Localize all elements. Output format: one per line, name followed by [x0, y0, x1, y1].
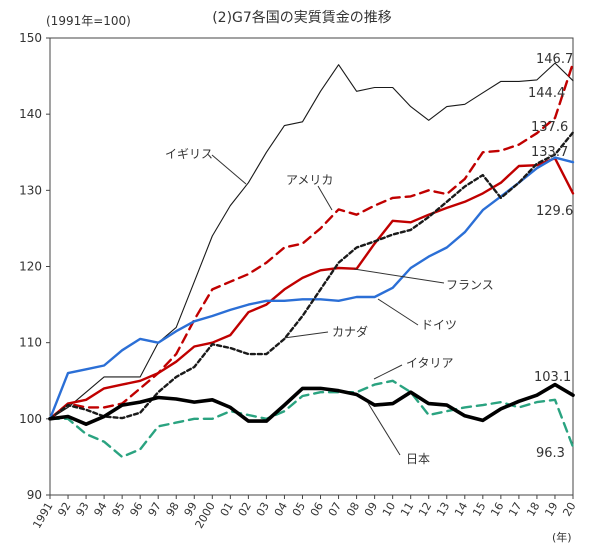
x-tick-label: 02 — [236, 500, 254, 519]
series-line-0 — [49, 62, 574, 420]
annotation-italy-2020: 96.3 — [536, 446, 565, 461]
series-line-4 — [48, 131, 575, 420]
x-tick-label: 04 — [272, 500, 290, 519]
callout-usa-label: アメリカ — [286, 173, 333, 187]
callout-canada-label: カナダ — [332, 324, 368, 339]
series-line-5 — [48, 379, 575, 459]
x-tick-label: 95 — [109, 500, 127, 519]
x-tick-label: 07 — [326, 500, 344, 519]
y-tick-label: 90 — [27, 488, 42, 502]
annotation-uk-2019: 146.7 — [536, 52, 573, 67]
annotation-germany-2020: 133.7 — [531, 145, 568, 160]
annotation-canada-2020: 137.6 — [531, 120, 568, 135]
callout-japan-label: 日本 — [406, 452, 430, 466]
x-tick-label: 13 — [434, 500, 452, 519]
callout-germany-leader — [377, 298, 419, 326]
callout-france-leader — [353, 268, 445, 284]
y-axis-label: (1991年=100) — [46, 14, 131, 28]
chart-title: (2)G7各国の実質賃金の推移 — [212, 10, 392, 26]
x-tick-label: 1991 — [30, 500, 55, 531]
x-tick-label: 98 — [164, 500, 182, 519]
annotation-france-2020: 129.6 — [536, 204, 573, 219]
callout-uk-label: イギリス — [165, 147, 213, 161]
x-tick-label: 03 — [254, 500, 272, 519]
callout-germany-label: ドイツ — [421, 318, 457, 332]
x-tick-label: 10 — [380, 500, 398, 519]
annotations: 146.7 144.4 137.6 133.7 129.6 103.1 96.3 — [528, 52, 573, 461]
annotation-japan-2020: 103.1 — [534, 370, 571, 385]
x-tick-label: 16 — [488, 500, 506, 519]
x-tick-label: 17 — [506, 500, 524, 519]
callout-italy-label: イタリア — [406, 356, 454, 370]
x-tick-label: 12 — [416, 500, 434, 519]
y-axis-ticks: 90 100 110 120 130 140 150 — [19, 31, 50, 502]
callout-italy-leader — [373, 364, 403, 380]
x-tick-label: 11 — [398, 500, 416, 519]
x-tick-label: 19 — [542, 500, 560, 519]
x-tick-label: 99 — [182, 500, 200, 519]
x-tick-label: 92 — [55, 500, 73, 519]
x-tick-label: 09 — [362, 500, 380, 519]
callout-uk-leader — [211, 154, 247, 185]
callout-canada-leader — [283, 331, 329, 339]
series-line-2 — [48, 157, 575, 420]
x-axis-unit-label: (年) — [552, 530, 572, 544]
x-tick-label: 15 — [470, 500, 488, 519]
y-tick-label: 120 — [19, 260, 42, 274]
y-tick-label: 100 — [19, 412, 42, 426]
x-tick-label: 06 — [308, 500, 326, 519]
y-tick-label: 130 — [19, 183, 42, 197]
callout-france-label: フランス — [446, 278, 494, 292]
callout-japan-leader — [367, 402, 401, 456]
series-lines — [48, 61, 575, 459]
annotation-uk-2020: 144.4 — [528, 86, 565, 101]
series-line-6 — [48, 382, 575, 427]
series-line-3 — [48, 156, 575, 420]
x-tick-label: 18 — [524, 500, 542, 519]
series-line-1 — [48, 61, 575, 420]
x-tick-label: 97 — [146, 500, 164, 519]
x-tick-label: 20 — [560, 500, 578, 519]
x-tick-label: 01 — [218, 500, 236, 519]
y-tick-label: 140 — [19, 107, 42, 121]
series-callouts: イギリス アメリカ フランス ドイツ カナダ イタリア 日本 — [165, 147, 494, 466]
x-tick-label: 14 — [452, 500, 470, 519]
x-tick-label: 94 — [91, 500, 109, 519]
x-tick-label: 05 — [290, 500, 308, 519]
x-tick-label: 96 — [128, 500, 146, 519]
y-tick-label: 150 — [19, 31, 42, 45]
callout-usa-leader — [317, 185, 333, 211]
x-tick-label: 08 — [344, 500, 362, 519]
y-tick-label: 110 — [19, 336, 42, 350]
x-tick-label: 93 — [73, 500, 91, 519]
